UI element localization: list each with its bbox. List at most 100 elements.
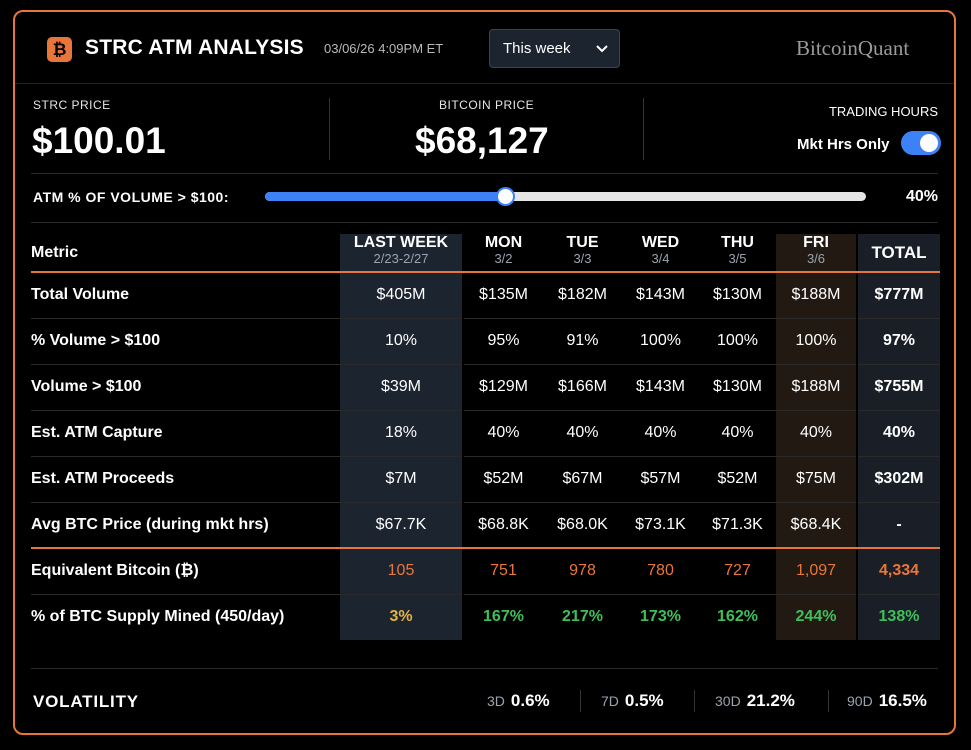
column-header-last-week: LAST WEEK 2/23-2/27 [340,234,463,273]
atm-slider-thumb[interactable] [496,187,516,206]
table-row: Total Volume $405M $135M $182M $143M $130M $18… [31,272,940,319]
brand-logo: BitcoinQuant [796,36,910,60]
column-date: 3/2 [494,251,513,266]
table-row: % Volume > $100 10% 95% 91% 100% 100% 100% 97% [31,318,940,365]
table-cell: $67.7K [340,502,463,549]
divider [31,222,938,223]
timestamp: 03/06/26 4:09PM ET [324,41,444,56]
volatility-key: 30D [715,693,741,709]
mkt-hrs-label: Mkt Hrs Only [797,136,890,153]
divider [643,98,644,160]
metric-name: Est. ATM Capture [31,410,340,457]
period-select-value: This week [503,40,571,57]
metrics-table: Metric LAST WEEK 2/23-2/27 MON 3/2 TUE 3… [31,234,940,640]
column-day: WED [641,234,680,251]
dashboard-card: ₿ STRC ATM ANALYSIS 03/06/26 4:09PM ET T… [13,10,956,735]
atm-slider-label: ATM % OF VOLUME > $100: [33,189,229,205]
column-date: 3/6 [806,251,826,266]
table-cell: 173% [640,608,681,626]
column-date: 2/23-2/27 [373,251,429,266]
table-cell: 244% [776,594,857,640]
total-cell: 97% [856,318,940,365]
table-cell: 40% [622,410,699,457]
table-cell: $7M [340,456,463,503]
column-date: 3/3 [573,251,592,266]
atm-slider-value: 40% [905,188,938,205]
metric-name: Avg BTC Price (during mkt hrs) [31,502,340,549]
table-cell: $57M [622,456,699,503]
table-cell: $143M [622,364,699,411]
table-cell: $182M [543,272,622,319]
atm-slider-track[interactable] [265,187,866,206]
table-cell: 105 [340,548,463,595]
column-header-fri: FRI 3/6 [776,234,857,273]
table-cell: 751 [462,548,543,595]
divider [329,98,330,160]
column-day: TUE [566,234,599,251]
volatility-value: 0.6% [510,691,550,710]
table-cell: $188M [776,364,857,411]
volatility-value: 16.5% [878,691,927,710]
table-row: Est. ATM Capture 18% 40% 40% 40% 40% 40% 40% [31,410,940,457]
table-cell: $166M [543,364,622,411]
volatility-3d: 3D 0.6% [487,691,550,711]
chevron-down-icon [596,45,608,53]
table-cell: $68.8K [462,502,543,549]
total-cell: $302M [856,456,940,503]
volatility-value: 0.5% [624,691,664,710]
table-cell: $67M [543,456,622,503]
period-select[interactable]: This week [489,29,620,68]
volatility-90d: 90D 16.5% [847,691,927,711]
table-cell: 217% [562,608,603,626]
volatility-value: 21.2% [746,691,795,710]
column-header-thu: THU 3/5 [699,234,776,273]
trading-hours-label: TRADING HOURS [828,104,938,119]
metric-name: Equivalent Bitcoin (₿) [31,548,340,595]
table-cell: $143M [622,272,699,319]
divider [828,690,829,712]
toggle-knob [920,134,938,152]
metric-name: % of BTC Supply Mined (450/day) [31,608,285,626]
metric-name: Est. ATM Proceeds [31,456,340,503]
total-cell: $777M [856,272,940,319]
divider [694,690,695,712]
table-cell: $68.4K [776,502,857,549]
strc-price-value: $100.01 [32,120,166,161]
total-cell: - [856,502,940,549]
table-cell: $75M [776,456,857,503]
total-cell: 138% [856,594,940,640]
table-cell: $130M [699,272,776,319]
table-cell: 100% [622,318,699,365]
table-cell: $130M [699,364,776,411]
metric-column-header: Metric [31,234,340,273]
table-cell: 780 [622,548,699,595]
table-cell: 91% [543,318,622,365]
table-cell: $52M [699,456,776,503]
metric-name: Volume > $100 [31,364,340,411]
bitcoin-logo-icon: ₿ [47,37,72,62]
column-day: MON [484,234,523,251]
table-header-row: Metric LAST WEEK 2/23-2/27 MON 3/2 TUE 3… [31,234,940,273]
table-cell: 167% [462,594,543,640]
column-day: THU [721,234,754,251]
table-cell: 727 [699,548,776,595]
table-cell: 978 [543,548,622,595]
column-header-tue: TUE 3/3 [543,234,622,273]
header: ₿ STRC ATM ANALYSIS 03/06/26 4:09PM ET T… [15,12,954,84]
table-cell: 40% [462,410,543,457]
divider [31,668,938,669]
table-cell: $68.0K [543,502,622,549]
table-row: Equivalent Bitcoin (₿) 105 751 978 780 727 1,0… [31,548,940,595]
table-cell: $188M [776,272,857,319]
table-cell: 40% [776,410,857,457]
table-cell: 1,097 [776,548,857,595]
total-cell: 40% [856,410,940,457]
volatility-key: 90D [847,693,873,709]
divider [580,690,581,712]
mkt-hrs-toggle[interactable] [901,131,941,155]
table-row: % of BTC Supply Mined (450/day) 3% 167% 217… [31,594,940,640]
table-cell: $405M [340,272,463,319]
bitcoin-price-value: $68,127 [415,120,549,161]
divider [31,173,938,174]
strc-price-label: STRC PRICE [33,98,111,112]
